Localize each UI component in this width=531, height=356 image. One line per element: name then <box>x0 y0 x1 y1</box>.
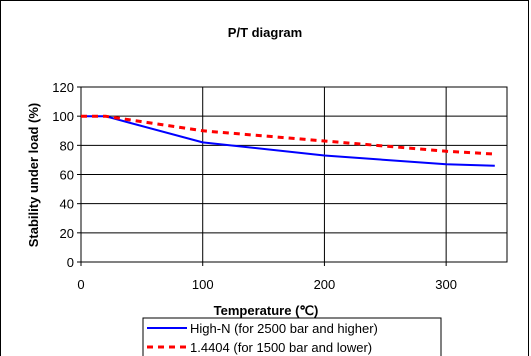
x-tick-label: 300 <box>435 277 457 292</box>
x-tick-label: 0 <box>77 277 84 292</box>
legend-box <box>142 317 442 356</box>
y-tick-label: 40 <box>60 197 74 212</box>
y-axis-label: Stability under load (%) <box>26 103 41 247</box>
plot-area: 0 20 40 60 80 100 120 0 100 200 300 <box>52 80 508 292</box>
x-tick-label: 100 <box>192 277 214 292</box>
x-axis-label: Temperature (℃) <box>214 303 319 318</box>
series-line-2 <box>81 114 495 156</box>
chart-title: P/T diagram <box>228 25 302 40</box>
series-line-1 <box>81 115 495 167</box>
y-tick-label: 60 <box>60 168 74 183</box>
x-tick-label: 200 <box>314 277 336 292</box>
y-tick-label: 20 <box>60 226 74 241</box>
legend: High-N (for 2500 bar and higher) 1.4404 (… <box>142 317 442 356</box>
y-tick-label: 80 <box>60 138 74 153</box>
y-tick-label: 0 <box>67 255 74 270</box>
legend-label-1: High-N (for 2500 bar and higher) <box>190 321 378 336</box>
legend-label-2: 1.4404 (for 1500 bar and lower) <box>190 340 372 355</box>
y-tick-label: 100 <box>52 109 74 124</box>
y-tick-label: 120 <box>52 80 74 95</box>
